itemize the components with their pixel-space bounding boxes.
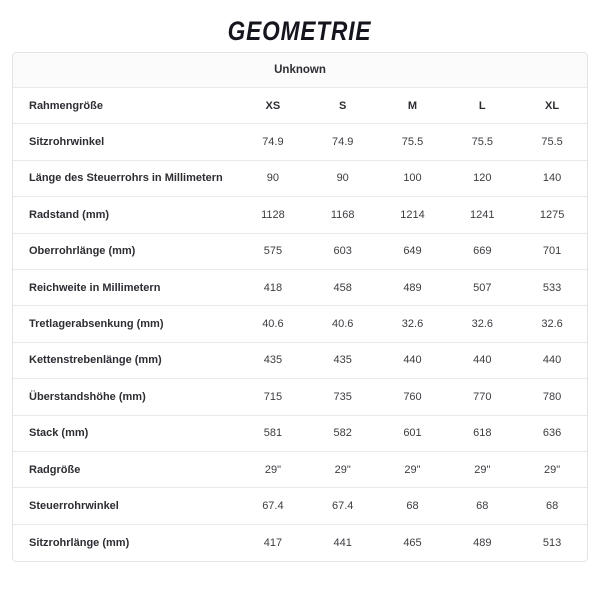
row-value: 74.9 xyxy=(331,136,354,149)
size-header-xl: XL xyxy=(545,99,560,112)
row-value: 29" xyxy=(544,463,561,476)
table-size-header-row: Rahmengröße XS S M L XL xyxy=(13,88,587,125)
row-label: Steuerrohrwinkel xyxy=(29,499,119,512)
row-value: 418 xyxy=(263,281,283,294)
row-value: 440 xyxy=(542,354,562,367)
row-value: 32.6 xyxy=(401,318,424,331)
page-title: GEOMETRIE xyxy=(228,16,372,46)
row-value: 1214 xyxy=(400,208,425,221)
row-value: 489 xyxy=(403,281,422,294)
row-value: 1168 xyxy=(330,208,355,221)
row-value: 75.5 xyxy=(471,136,493,149)
row-value: 40.6 xyxy=(262,318,284,331)
row-value: 440 xyxy=(403,354,422,367)
row-value: 120 xyxy=(473,172,492,185)
row-label: Radstand (mm) xyxy=(29,208,110,221)
table-group-header: Unknown xyxy=(13,53,587,88)
row-value: 32.6 xyxy=(471,318,493,331)
table-row-head-tube-length: Länge des Steuerrohrs in Millimetern 90 … xyxy=(13,160,587,198)
row-value: 29" xyxy=(474,463,491,476)
row-value: 68 xyxy=(406,499,419,512)
table-row-seat-tube-angle: Sitzrohrwinkel 74.9 74.9 75.5 75.5 75.5 xyxy=(13,124,587,161)
row-value: 140 xyxy=(542,172,562,185)
table-row-reach: Reichweite in Millimetern 418 458 489 50… xyxy=(13,269,587,307)
row-value: 68 xyxy=(476,499,489,512)
row-value: 90 xyxy=(336,172,349,185)
row-value: 435 xyxy=(263,354,283,367)
row-value: 770 xyxy=(473,390,492,403)
row-value: 40.6 xyxy=(331,318,354,331)
table-row-standover-height: Überstandshöhe (mm) 715 735 760 770 780 xyxy=(13,379,587,416)
row-value: 1275 xyxy=(539,208,565,221)
row-label: Reichweite in Millimetern xyxy=(29,281,161,294)
row-value: 489 xyxy=(473,536,492,549)
row-value: 465 xyxy=(403,536,422,549)
row-value: 735 xyxy=(333,390,352,403)
row-value: 601 xyxy=(403,427,422,440)
row-value: 636 xyxy=(542,427,562,440)
row-value: 533 xyxy=(542,281,562,294)
row-label: Stack (mm) xyxy=(29,427,89,440)
row-value: 29" xyxy=(404,463,421,476)
row-value: 780 xyxy=(542,390,562,403)
table-row-seat-tube-length: Sitzrohrlänge (mm) 417 441 465 489 513 xyxy=(13,524,587,562)
row-value: 458 xyxy=(333,281,352,294)
row-label: Kettenstrebenlänge (mm) xyxy=(29,354,162,367)
row-value: 582 xyxy=(333,427,352,440)
row-value: 669 xyxy=(473,245,492,258)
row-value: 417 xyxy=(263,536,283,549)
row-label: Sitzrohrlänge (mm) xyxy=(29,536,130,549)
table-row-bb-drop: Tretlagerabsenkung (mm) 40.6 40.6 32.6 3… xyxy=(13,306,587,343)
page-header: GEOMETRIE xyxy=(0,0,600,52)
row-value: 67.4 xyxy=(262,499,284,512)
row-value: 75.5 xyxy=(401,136,424,149)
row-label: Länge des Steuerrohrs in Millimetern xyxy=(29,172,223,185)
size-header-m: M xyxy=(407,99,418,112)
table-row-wheel-size: Radgröße 29" 29" 29" 29" 29" xyxy=(13,451,587,489)
size-header-l: L xyxy=(478,99,486,112)
row-value: 90 xyxy=(266,172,280,185)
row-value: 1241 xyxy=(470,208,495,221)
row-value: 32.6 xyxy=(541,318,563,331)
table-row-wheelbase: Radstand (mm) 1128 1168 1214 1241 1275 xyxy=(13,197,587,234)
size-header-xs: XS xyxy=(265,99,281,112)
row-value: 575 xyxy=(263,245,283,258)
row-value: 603 xyxy=(333,245,352,258)
size-header-s: S xyxy=(339,99,347,112)
row-label: Radgröße xyxy=(29,463,81,476)
row-value: 67.4 xyxy=(331,499,354,512)
row-value: 649 xyxy=(403,245,422,258)
row-value: 715 xyxy=(263,390,283,403)
table-row-top-tube-length: Oberrohrlänge (mm) 575 603 649 669 701 xyxy=(13,233,587,270)
row-value: 440 xyxy=(473,354,492,367)
row-value: 581 xyxy=(263,427,283,440)
row-value: 29" xyxy=(264,463,281,476)
row-value: 701 xyxy=(542,245,562,258)
row-value: 74.9 xyxy=(262,136,284,149)
geometry-table: Unknown Rahmengröße XS S M L XL Sitzrohr… xyxy=(12,52,588,563)
row-value: 618 xyxy=(473,427,492,440)
size-row-label: Rahmengröße xyxy=(29,99,103,112)
row-value: 441 xyxy=(333,536,352,549)
row-value: 435 xyxy=(333,354,352,367)
table-row-chainstay-length: Kettenstrebenlänge (mm) 435 435 440 440 … xyxy=(13,342,587,380)
row-label: Überstandshöhe (mm) xyxy=(29,390,146,403)
row-value: 29" xyxy=(334,463,351,476)
row-label: Sitzrohrwinkel xyxy=(29,136,105,149)
row-label: Oberrohrlänge (mm) xyxy=(29,245,136,258)
row-label: Tretlagerabsenkung (mm) xyxy=(29,318,164,331)
row-value: 1128 xyxy=(261,208,285,221)
row-value: 513 xyxy=(542,536,562,549)
table-group-header-label: Unknown xyxy=(274,64,326,76)
row-value: 68 xyxy=(545,499,559,512)
row-value: 507 xyxy=(473,281,492,294)
table-row-head-tube-angle: Steuerrohrwinkel 67.4 67.4 68 68 68 xyxy=(13,488,587,525)
row-value: 75.5 xyxy=(541,136,563,149)
row-value: 100 xyxy=(403,172,422,185)
table-row-stack: Stack (mm) 581 582 601 618 636 xyxy=(13,415,587,452)
row-value: 760 xyxy=(403,390,422,403)
